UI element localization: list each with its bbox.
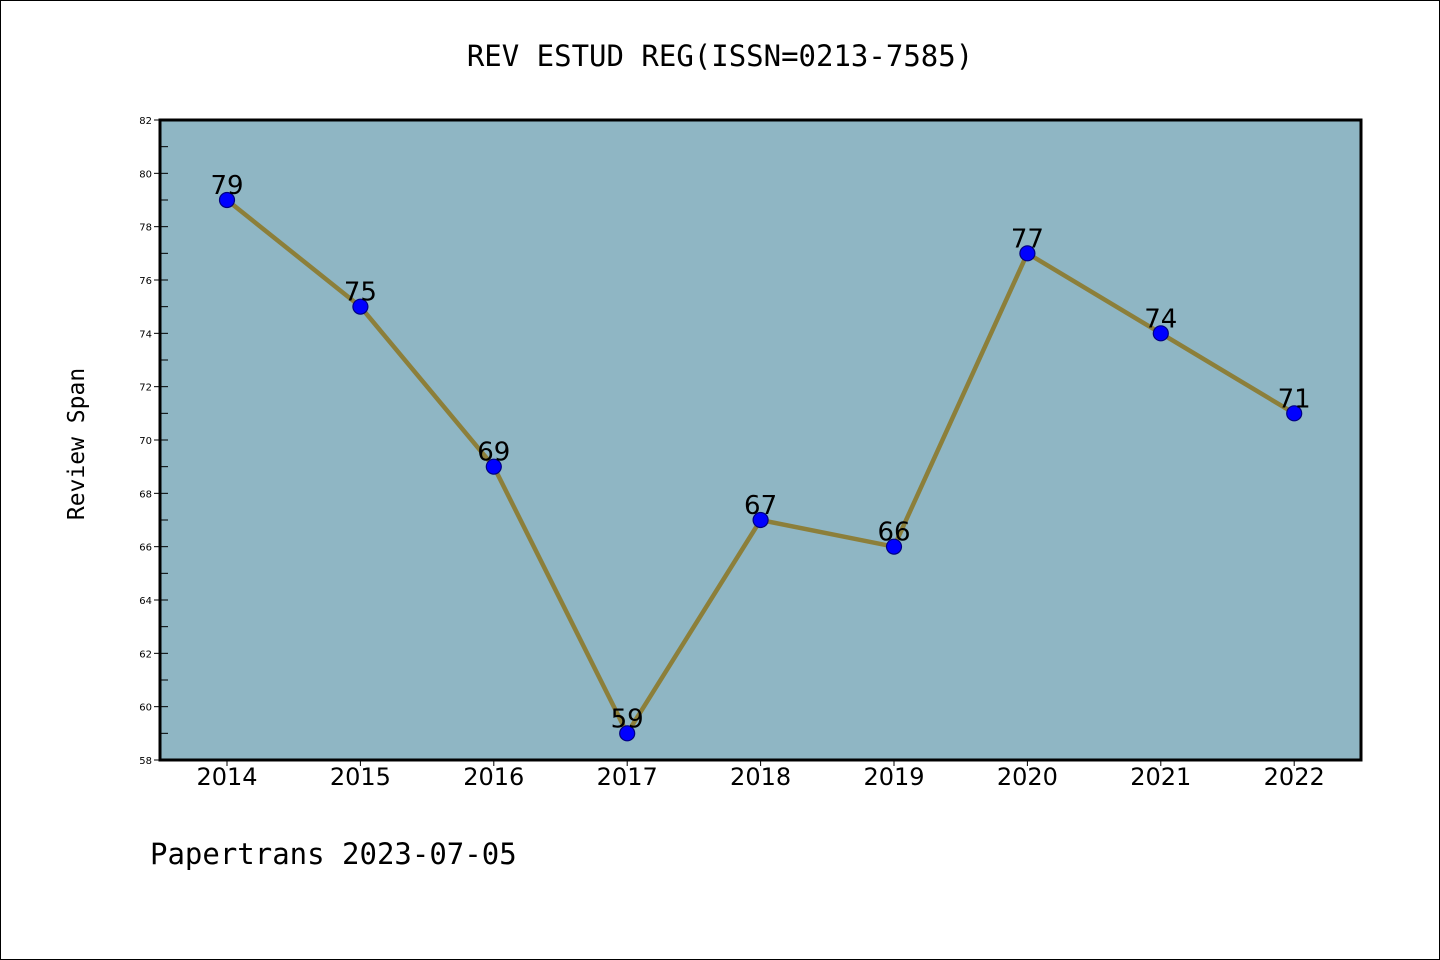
x-tick-label: 2016 (463, 763, 524, 791)
data-label: 67 (744, 491, 777, 521)
y-tick-label: 78 (139, 223, 152, 234)
x-tick-label: 2022 (1264, 763, 1325, 791)
y-tick-label: 60 (139, 703, 152, 714)
data-label: 59 (611, 704, 644, 734)
data-point (619, 725, 636, 742)
x-tick-label: 2015 (330, 763, 391, 791)
data-point (485, 458, 502, 475)
y-tick-label: 76 (139, 276, 152, 287)
marker-layer (218, 191, 1303, 742)
plot-frame (158, 118, 1363, 762)
y-tick-label: 72 (139, 383, 152, 394)
y-tick-label: 82 (139, 116, 152, 127)
y-tick-label: 64 (139, 596, 152, 607)
data-label: 69 (477, 438, 510, 468)
data-label: 77 (1011, 224, 1044, 254)
y-tick-label: 68 (139, 489, 152, 500)
data-point (1286, 405, 1303, 422)
data-point (1152, 325, 1169, 342)
y-tick-label: 58 (139, 756, 152, 767)
data-label: 79 (210, 171, 243, 201)
data-label: 75 (344, 278, 377, 308)
x-tick-label: 2020 (997, 763, 1058, 791)
y-axis: 58 60 62 64 66 68 70 72 74 76 78 80 82 (139, 116, 168, 767)
x-tick-label: 2018 (730, 763, 791, 791)
x-tick-label: 2014 (196, 763, 257, 791)
data-label-layer: 79 75 69 59 67 66 77 74 71 (210, 171, 1310, 734)
y-tick-label: 74 (139, 329, 152, 340)
x-tick-label: 2019 (863, 763, 924, 791)
chart-title: REV ESTUD REG(ISSN=0213-7585) (467, 39, 973, 73)
x-axis: 2014 2015 2016 2017 2018 2019 2020 2021 2022 (196, 760, 1325, 791)
y-tick-label: 66 (139, 543, 152, 554)
y-tick-label: 62 (139, 649, 152, 660)
data-label: 74 (1144, 304, 1177, 334)
data-point (218, 191, 236, 209)
data-point (1019, 245, 1036, 262)
data-point (885, 538, 903, 555)
y-axis-label: Review Span (64, 368, 90, 520)
x-tick-label: 2017 (597, 763, 658, 791)
y-tick-label: 70 (139, 436, 152, 447)
data-label: 71 (1278, 384, 1311, 414)
data-point (352, 298, 369, 315)
plot-area (160, 120, 1361, 760)
footer-text: Papertrans 2023-07-05 (150, 837, 517, 871)
data-label: 66 (877, 518, 910, 548)
x-tick-label: 2021 (1130, 763, 1191, 791)
y-tick-label: 80 (139, 169, 152, 180)
data-point (752, 511, 769, 529)
